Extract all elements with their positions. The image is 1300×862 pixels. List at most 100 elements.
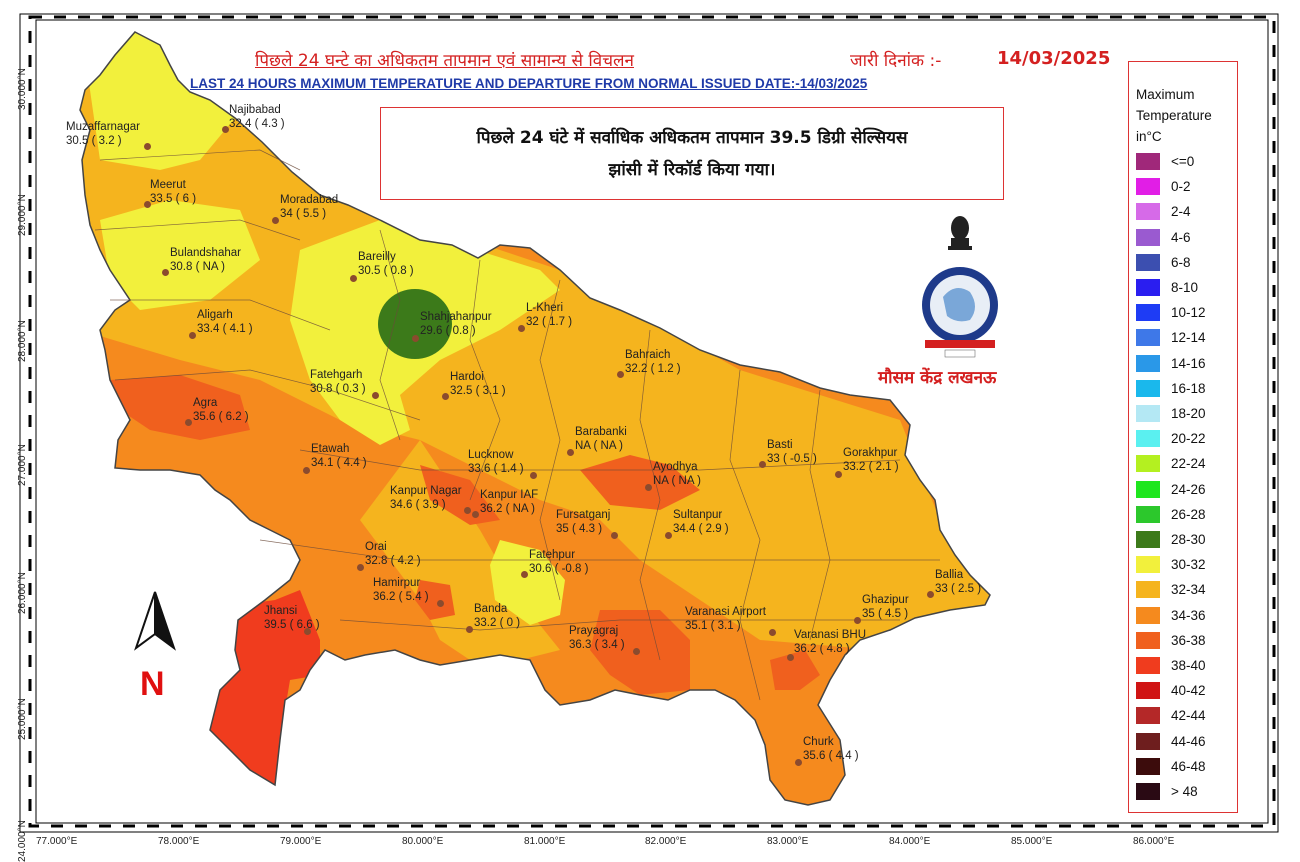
station-marker [521,571,528,578]
legend-label: 0-2 [1171,179,1191,195]
legend-swatch [1136,606,1160,624]
legend-label: 24-26 [1171,481,1206,497]
station-name: Gorakhpur [843,447,898,459]
legend-title-line-3: in°C [1136,129,1162,144]
legend-swatch [1136,531,1160,548]
station-marker [787,654,794,661]
legend-label: 28-30 [1171,532,1206,547]
legend-label: 16-18 [1171,380,1206,396]
station-label: Basti 33 ( -0.5 ) [767,438,817,466]
station-reading: NA ( NA ) [653,475,701,487]
station-reading: 34 ( 5.5 ) [280,208,327,220]
legend-label: 30-32 [1171,557,1206,573]
station-marker [442,393,449,400]
legend-label: 4-6 [1171,229,1191,245]
station-name: Kanpur IAF [480,489,539,501]
legend-swatch [1136,405,1160,422]
station-name: Banda [474,603,508,615]
station-name: Barabanki [575,426,627,438]
station-reading: 35 ( 4.5 ) [862,608,909,620]
station-label: Hardoi 32.5 ( 3.1 ) [450,370,506,398]
legend-label: 34-36 [1171,607,1206,623]
station-reading: 36.2 ( 5.4 ) [373,591,429,603]
longitude-tick-label: 81.000°E [524,836,566,847]
legend-swatch [1136,379,1160,397]
station-marker [665,532,672,539]
station-marker [472,511,479,518]
legend-swatch [1136,203,1160,221]
station-name: Orai [365,541,387,553]
station-reading: 30.6 ( -0.8 ) [529,563,589,575]
station-reading: 29.6 ( 0.8 ) [420,325,476,337]
longitude-tick-label: 85.000°E [1011,836,1053,847]
station-reading: 36.2 ( 4.8 ) [794,643,850,655]
station-marker [185,419,192,426]
legend-swatch [1136,505,1160,523]
station-name: Etawah [311,443,350,455]
station-label: Prayagraj 36.3 ( 3.4 ) [569,624,625,652]
station-name: Bahraich [625,349,671,361]
station-label: Aligarh 33.4 ( 4.1 ) [197,308,253,336]
highest-temperature-note: पिछले 24 घंटे में सर्वाधिक अधिकतम तापमान… [380,107,1004,200]
station-label: Varanasi BHU 36.2 ( 4.8 ) [794,628,866,656]
station-label: Najibabad 32.4 ( 4.3 ) [229,103,285,131]
legend-label: > 48 [1171,784,1198,799]
station-reading: 33.6 ( 1.4 ) [468,463,524,475]
legend-label: 46-48 [1171,758,1206,774]
legend-label: 10-12 [1171,305,1206,321]
station-marker [611,532,618,539]
station-marker [357,564,364,571]
latitude-tick-label: 25.000°N [17,698,28,740]
longitude-tick-label: 77.000°E [36,836,78,847]
station-marker [518,325,525,332]
legend-label: 36-38 [1171,632,1206,648]
station-marker [437,600,444,607]
station-name: Aligarh [197,309,233,321]
latitude-tick-label: 24.000°N [17,820,28,862]
station-reading: 34.4 ( 2.9 ) [673,523,729,535]
station-reading: 33.2 ( 0 ) [474,617,521,629]
station-marker [303,467,310,474]
legend-swatch [1136,304,1160,322]
station-name: Varanasi Airport [685,606,766,618]
longitude-tick-label: 78.000°E [158,836,200,847]
legend-label: 42-44 [1171,708,1206,724]
legend-swatch [1136,253,1160,271]
station-label: Barabanki NA ( NA ) [575,425,627,453]
station-reading: 35.1 ( 3.1 ) [685,620,741,632]
station-marker [304,628,311,635]
station-name: Kanpur Nagar [390,485,462,497]
legend-label: 44-46 [1171,733,1206,749]
station-reading: 33.2 ( 2.1 ) [843,461,899,473]
station-marker [222,126,229,133]
longitude-tick-label: 80.000°E [402,836,444,847]
station-name: Najibabad [229,104,281,116]
station-name: Varanasi BHU [794,629,867,641]
station-name: Fatehpur [529,549,576,561]
imd-emblem-icon [922,216,998,358]
station-name: Ghazipur [862,594,909,606]
station-marker [769,629,776,636]
station-reading: 36.2 ( NA ) [480,503,535,515]
latitude-tick-label: 30.000°N [17,68,28,110]
station-name: Churk [803,736,834,748]
station-name: Muzaffarnagar [66,121,140,133]
longitude-tick-label: 86.000°E [1133,836,1175,847]
station-marker [854,617,861,624]
legend-title-line-2: Temperature [1136,108,1212,123]
legend-swatch [1136,354,1160,372]
station-name: Fursatganj [556,509,611,521]
station-label: Banda 33.2 ( 0 ) [474,602,520,630]
latitude-tick-label: 28.000°N [17,320,28,362]
station-marker [633,648,640,655]
station-label: Bulandshahar 30.8 ( NA ) [170,246,241,274]
office-name: मौसम केंद्र लखनऊ [878,368,997,388]
issue-date-label: जारी दिनांक :- [850,51,942,71]
station-label: Fursatganj 35 ( 4.3 ) [556,508,610,536]
legend-swatch [1136,455,1160,473]
station-reading: 32.4 ( 4.3 ) [229,118,285,130]
station-label: Moradabad 34 ( 5.5 ) [280,193,338,221]
station-marker [464,507,471,514]
station-reading: 32.5 ( 3.1 ) [450,385,506,397]
station-name: Jhansi [264,605,298,617]
